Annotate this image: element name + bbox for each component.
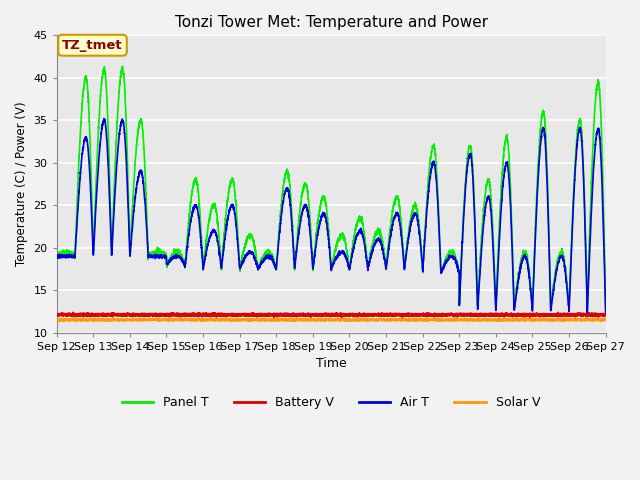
Battery V (270, 314, 278, 320)
Air T (454, 266, 462, 272)
Panel T (118, 63, 126, 69)
Battery V (53, 312, 61, 318)
Battery V (601, 312, 609, 318)
Solar V (560, 318, 568, 324)
Panel T (601, 275, 609, 280)
Solar V (601, 317, 609, 323)
Panel T (152, 249, 159, 254)
Battery V (424, 312, 432, 318)
Title: Tonzi Tower Met: Temperature and Power: Tonzi Tower Met: Temperature and Power (175, 15, 488, 30)
Air T (100, 116, 108, 121)
X-axis label: Time: Time (316, 357, 346, 370)
Line: Solar V: Solar V (57, 319, 605, 321)
Panel T (454, 264, 462, 270)
Air T (53, 254, 61, 260)
Battery V (486, 311, 493, 317)
Battery V (152, 312, 159, 318)
Solar V (486, 317, 493, 323)
Solar V (53, 317, 61, 323)
Panel T (424, 182, 431, 188)
Panel T (602, 306, 609, 312)
Battery V (311, 312, 319, 318)
Air T (584, 310, 591, 316)
Battery V (454, 312, 462, 317)
Panel T (486, 180, 493, 186)
Legend: Panel T, Battery V, Air T, Solar V: Panel T, Battery V, Air T, Solar V (117, 391, 545, 414)
Air T (486, 195, 493, 201)
Air T (602, 310, 609, 315)
Air T (152, 256, 159, 262)
Solar V (152, 317, 159, 323)
Line: Air T: Air T (57, 119, 605, 313)
Battery V (602, 311, 609, 317)
Panel T (311, 248, 319, 254)
Air T (311, 252, 319, 258)
Solar V (424, 317, 431, 323)
Air T (601, 289, 609, 295)
Solar V (311, 317, 319, 323)
Text: TZ_tmet: TZ_tmet (62, 39, 123, 52)
Line: Battery V: Battery V (57, 312, 605, 317)
Solar V (475, 316, 483, 322)
Battery V (69, 310, 77, 315)
Y-axis label: Temperature (C) / Power (V): Temperature (C) / Power (V) (15, 102, 28, 266)
Panel T (53, 251, 61, 257)
Solar V (454, 317, 462, 323)
Solar V (602, 317, 609, 323)
Air T (424, 195, 431, 201)
Line: Panel T: Panel T (57, 66, 605, 309)
